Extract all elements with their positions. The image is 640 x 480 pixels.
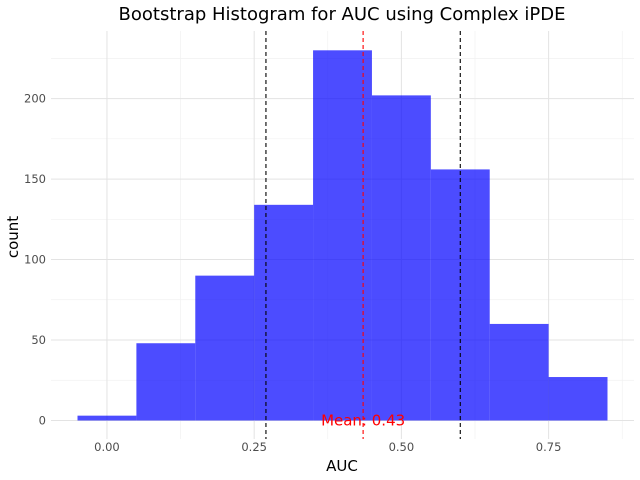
x-tick-label: 0.00: [94, 440, 120, 454]
y-tick-label: 100: [24, 253, 46, 267]
y-tick-label: 200: [24, 92, 46, 106]
y-tick-label: 150: [24, 172, 46, 186]
histogram-bar-5: [371, 95, 431, 421]
histogram-bar-1: [136, 343, 196, 421]
x-tick-label: 0.25: [241, 440, 267, 454]
histogram-bar-8: [548, 377, 608, 421]
histogram-bar-6: [430, 169, 490, 421]
y-tick-label: 0: [39, 413, 46, 427]
chart-title: Bootstrap Histogram for AUC using Comple…: [119, 4, 566, 25]
x-tick-labels: 0.00 0.25 0.50 0.75: [94, 440, 561, 454]
histogram-bar-3: [254, 204, 314, 421]
histogram-bar-2: [195, 275, 255, 421]
histogram-bar-0: [77, 415, 137, 421]
histogram-bar-4: [313, 50, 372, 421]
y-tick-labels: 0 50 100 150 200: [24, 92, 46, 428]
x-tick-label: 0.50: [389, 440, 415, 454]
histogram-bar-7: [489, 323, 549, 421]
reference-lines: [265, 31, 461, 439]
y-axis-title: count: [4, 216, 22, 258]
mean-annotation: Mean: 0.43: [321, 411, 405, 429]
x-tick-label: 0.75: [536, 440, 562, 454]
x-axis-title: AUC: [326, 457, 358, 475]
y-tick-label: 50: [31, 333, 46, 347]
histogram-bars: [77, 50, 608, 421]
